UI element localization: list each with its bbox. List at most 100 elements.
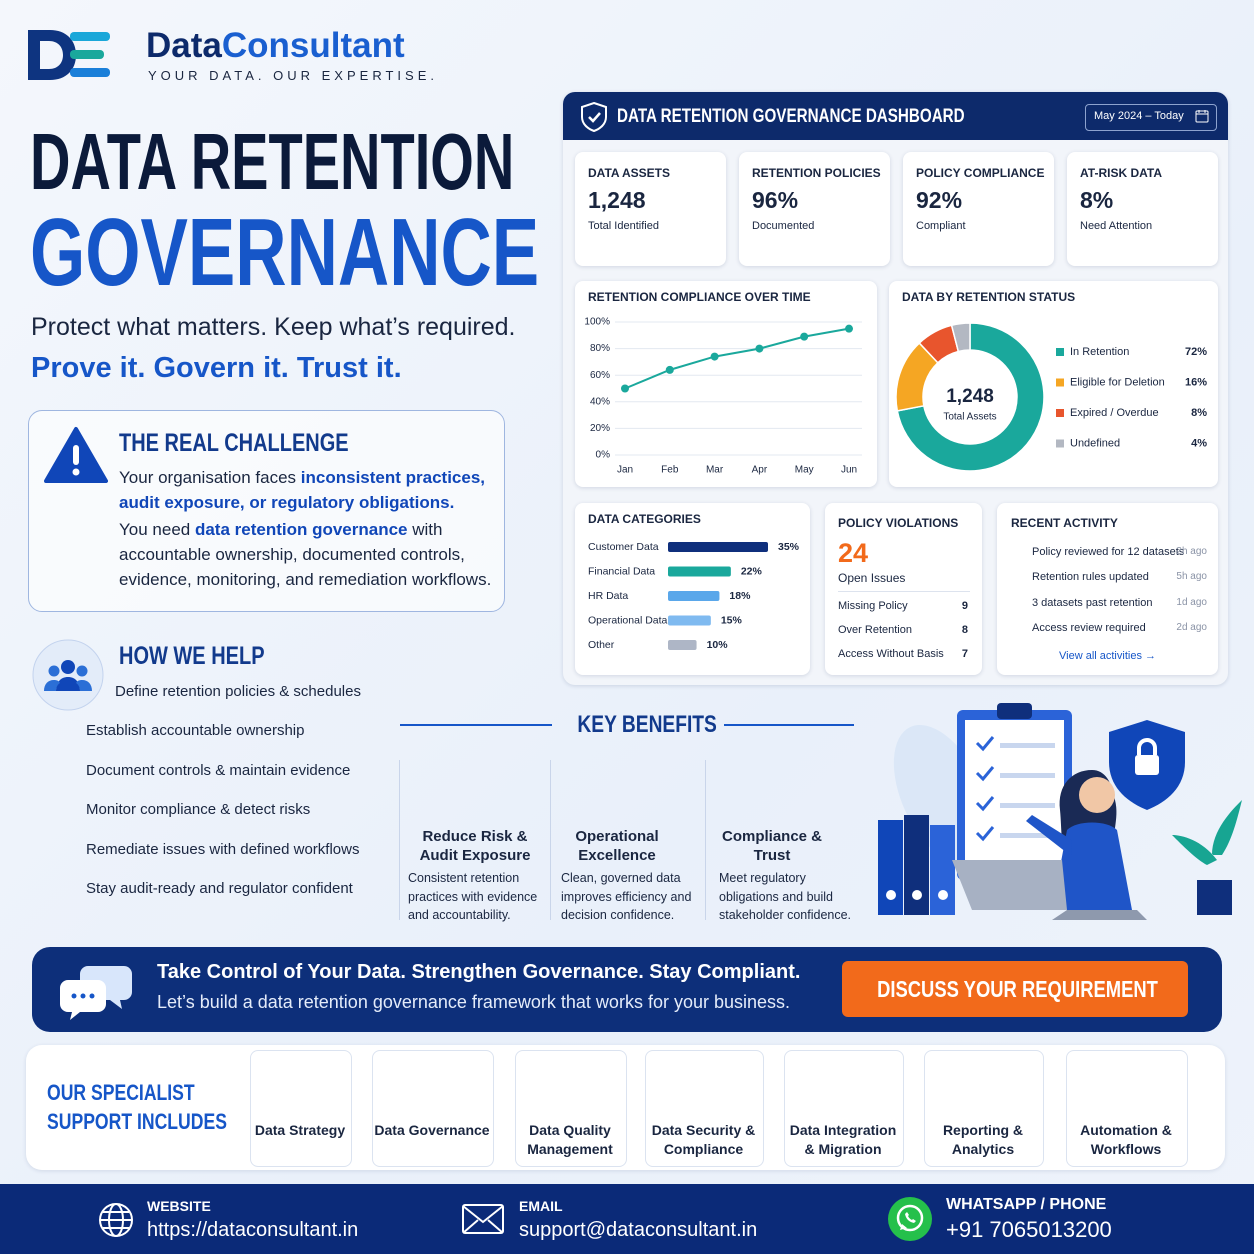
benefits-title: KEY BENEFITS: [577, 711, 717, 738]
divider: [400, 724, 552, 726]
pie-chart-card: [889, 281, 1218, 487]
support-card: [924, 1050, 1044, 1167]
benefit-text: Meet regulatory obligations and build st…: [719, 871, 852, 922]
support-card: [515, 1050, 627, 1167]
activity-time: 2h ago: [1176, 546, 1207, 557]
divider: [724, 724, 854, 726]
brand-first: Data: [146, 26, 222, 65]
activity-card: [997, 503, 1218, 675]
emphasis: data retention governance: [194, 520, 408, 539]
line-chart-card: [575, 281, 877, 487]
brand-second: Consultant: [221, 26, 405, 65]
hero-title-line-1: DATA RETENTION: [30, 117, 515, 206]
benefit-title: Reduce Risk & Audit Exposure: [419, 828, 531, 864]
dashboard-header: [563, 92, 1228, 140]
divider: [399, 760, 400, 920]
kpi-value: 92%: [916, 187, 963, 213]
globe-icon: [99, 1203, 133, 1237]
support-card: [784, 1050, 904, 1167]
kpi-label: AT-RISK DATA: [1080, 166, 1162, 180]
kpi-value: 8%: [1080, 187, 1114, 213]
email[interactable]: support@dataconsultant.in: [519, 1219, 758, 1241]
kpi-label: POLICY COMPLIANCE: [916, 166, 1045, 180]
support-card: [372, 1050, 494, 1167]
tagline: YOUR DATA. OUR EXPERTISE.: [148, 68, 438, 83]
phone-label: WHATSAPP / PHONE: [946, 1196, 1107, 1213]
support-label: Data Quality Management: [527, 1122, 613, 1157]
cta-text: Let’s build a data retention governance …: [157, 992, 791, 1012]
violations-count: 24: [838, 538, 869, 568]
support-label: Data Strategy: [254, 1122, 346, 1138]
activity-text: Access review required: [1032, 621, 1146, 634]
help-item: Remediate issues with defined workflows: [86, 840, 360, 858]
help-item: Document controls & maintain evidence: [86, 761, 351, 779]
warning-icon: [44, 427, 108, 483]
violation-value: 8: [961, 624, 968, 636]
kpi-label: RETENTION POLICIES: [752, 166, 881, 180]
kpi-value: 1,248: [588, 187, 646, 213]
help-intro: Define retention policies & schedules: [115, 683, 361, 700]
support-label: Data Integration & Migration: [789, 1122, 897, 1157]
help-title: HOW WE HELP: [119, 642, 265, 670]
violations-card: [825, 503, 982, 675]
support-label: Data Security & Compliance: [651, 1122, 756, 1157]
bar-chart-card: [575, 503, 810, 675]
emphasis: inconsistent practices, audit exposure, …: [119, 468, 486, 512]
shield-icon: [581, 102, 607, 132]
activity-text: Retention rules updated: [1032, 571, 1149, 584]
website[interactable]: https://dataconsultant.in: [147, 1219, 359, 1241]
kpi-note: Need Attention: [1080, 220, 1153, 232]
logo: [28, 30, 110, 80]
kpi-card: [1067, 152, 1218, 266]
brand: DataConsultant: [146, 26, 405, 66]
support-card: [250, 1050, 352, 1167]
whatsapp-icon: [888, 1197, 932, 1241]
help-item: Establish accountable ownership: [86, 722, 305, 739]
violations-count-label: Open Issues: [838, 571, 906, 585]
activity-time: 5h ago: [1176, 571, 1207, 583]
email-icon: [462, 1204, 504, 1234]
challenge-title: THE REAL CHALLENGE: [119, 429, 349, 457]
kpi-label: DATA ASSETS: [588, 166, 671, 180]
support-label: Automation & Workflows: [1080, 1122, 1172, 1157]
support-title: OUR SPECIALIST SUPPORT INCLUDES: [47, 1080, 227, 1134]
benefit-text: Consistent retention practices with evid…: [408, 871, 538, 922]
violation-label: Missing Policy: [838, 600, 908, 612]
activity-time: 1d ago: [1176, 596, 1207, 608]
cta-headline: Take Control of Your Data. Strengthen Go…: [157, 961, 801, 983]
help-item: Monitor compliance & detect risks: [86, 801, 311, 818]
activity-text: Policy reviewed for 12 datasets: [1032, 546, 1185, 558]
divider: [838, 591, 970, 592]
kpi-card: [739, 152, 890, 266]
website-label: WEBSITE: [147, 1198, 211, 1214]
cta-button[interactable]: DISCUSS YOUR REQUIREMENT: [842, 961, 1188, 1017]
hero-subtitle: Protect what matters. Keep what’s requir…: [31, 313, 516, 341]
email-label: EMAIL: [519, 1198, 563, 1214]
text: Your organisation faces: [119, 468, 301, 487]
violation-label: Over Retention: [838, 624, 912, 636]
activity-title: RECENT ACTIVITY: [1011, 516, 1118, 530]
dashboard-title: DATA RETENTION GOVERNANCE DASHBOARD: [617, 106, 965, 127]
divider: [550, 760, 551, 920]
challenge-paragraph: Your organisation faces inconsistent pra…: [119, 465, 489, 515]
challenge-box: [28, 410, 505, 612]
activity-text: 3 datasets past retention: [1032, 596, 1153, 609]
violation-value: 7: [961, 648, 968, 660]
violation-label: Access Without Basis: [838, 648, 944, 660]
benefit-title: Operational Excellence: [575, 828, 659, 864]
team-icon: [32, 639, 104, 711]
activity-link[interactable]: View all activities →: [1059, 650, 1156, 662]
support-label: Reporting & Analytics: [942, 1122, 1024, 1157]
kpi-card: [903, 152, 1054, 266]
date-box: [1085, 104, 1217, 131]
text: You need: [119, 520, 195, 539]
kpi-card: [575, 152, 726, 266]
support-card: [645, 1050, 764, 1167]
activity-time: 2d ago: [1176, 621, 1207, 633]
date-range: May 2024 – Today: [1094, 110, 1184, 122]
violations-title: POLICY VIOLATIONS: [838, 516, 959, 530]
challenge-paragraph: You need data retention governance with …: [119, 517, 494, 592]
cta-button-label: DISCUSS YOUR REQUIREMENT: [877, 975, 1158, 1002]
phone[interactable]: +91 7065013200: [946, 1217, 1112, 1242]
